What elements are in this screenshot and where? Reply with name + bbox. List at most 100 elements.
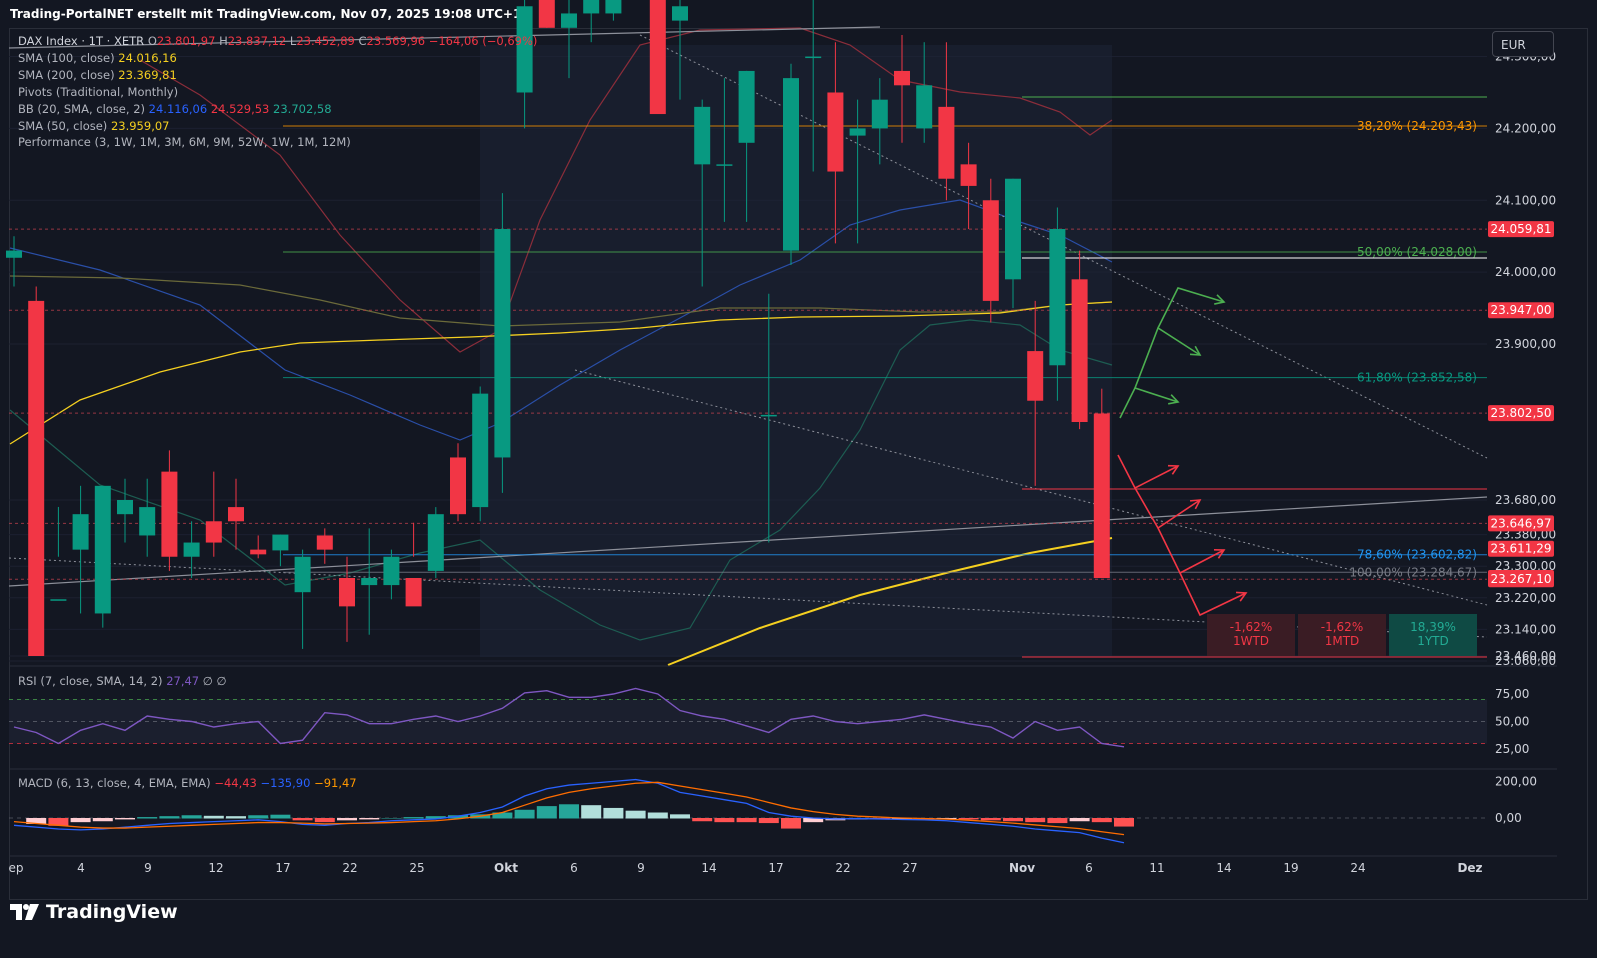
- candle-body: [516, 6, 533, 93]
- candle-body: [960, 164, 977, 186]
- sma100-line: [9, 301, 1113, 445]
- legend-pivots[interactable]: Pivots (Traditional, Monthly): [18, 84, 179, 99]
- candle: [1027, 300, 1044, 486]
- candle-body: [72, 514, 89, 550]
- candle-body: [605, 0, 622, 14]
- candle-body: [672, 6, 688, 21]
- macd-histogram-bar: [625, 810, 646, 819]
- candle-body: [649, 0, 666, 115]
- candle: [871, 78, 888, 165]
- candle: [494, 193, 511, 493]
- rsi-axis-tick: 50,00: [1495, 715, 1529, 729]
- tradingview-logo[interactable]: TradingView: [10, 900, 178, 924]
- candle-body: [427, 514, 444, 571]
- candle: [205, 471, 222, 557]
- bull-arrow-2: [1134, 326, 1201, 389]
- bull-arrow-1-head: [1168, 394, 1180, 405]
- candle: [72, 485, 89, 614]
- macd-histogram-bar: [647, 812, 668, 819]
- fib-level-label: 50,00% (24.028,00): [1357, 245, 1477, 259]
- candle: [649, 0, 666, 115]
- macd-histogram-bar: [270, 814, 291, 819]
- legend-sma100[interactable]: SMA (100, close) 24.016,16: [18, 50, 177, 65]
- legend-sma200[interactable]: SMA (200, close) 23.369,81: [18, 67, 177, 82]
- macd-histogram-bar: [559, 804, 579, 819]
- candle-body: [472, 393, 489, 508]
- rsi-legend[interactable]: RSI (7, close, SMA, 14, 2) 27,47 ∅ ∅: [18, 674, 227, 688]
- candle: [139, 478, 156, 557]
- price-badge: [1488, 302, 1554, 319]
- time-axis-tick: Nov: [1009, 861, 1035, 875]
- candle-body: [738, 70, 755, 143]
- fib-level-label: 38,20% (24.203,43): [1357, 119, 1477, 133]
- legend-sma50[interactable]: SMA (50, close) 23.959,07: [18, 118, 170, 133]
- symbol-name[interactable]: DAX Index · 1T · XETR: [18, 34, 145, 48]
- candle: [405, 522, 422, 607]
- bull-arrow-3-head: [1214, 294, 1226, 305]
- macd-histogram-bar: [1069, 818, 1090, 822]
- ohlc-low: 23.452,89: [296, 34, 355, 48]
- price-badge-label: 23.947,00: [1490, 303, 1551, 317]
- symbol-legend-line[interactable]: DAX Index · 1T · XETR O23.801,97 H23.837…: [18, 34, 538, 48]
- rsi-axis-tick: 25,00: [1495, 742, 1529, 756]
- performance-box: [1298, 614, 1386, 656]
- candle: [294, 549, 311, 649]
- candle: [538, 0, 555, 28]
- candle-body: [250, 549, 267, 555]
- performance-value: 18,39%: [1410, 620, 1456, 634]
- legend-performance[interactable]: Performance (3, 1W, 1M, 3M, 6M, 9M, 52W,…: [18, 135, 351, 150]
- time-axis-tick: 17: [768, 861, 783, 875]
- price-axis-tick: 23.900,00: [1495, 337, 1556, 351]
- candle: [805, 0, 822, 172]
- macd-histogram-bar: [1025, 818, 1046, 823]
- candle: [583, 0, 600, 43]
- candle-body: [1005, 178, 1021, 280]
- time-axis-tick: 24: [1350, 861, 1365, 875]
- candle-body: [272, 534, 289, 551]
- price-axis-tick: 23.060,00: [1495, 654, 1556, 668]
- candle-body: [316, 535, 333, 550]
- candle: [117, 478, 133, 543]
- candle: [827, 42, 844, 244]
- macd-histogram-bar: [1114, 818, 1134, 827]
- candle: [1093, 388, 1110, 579]
- macd-histogram-bar: [758, 818, 779, 824]
- time-axis-tick: 11: [1149, 861, 1164, 875]
- time-axis-tick: 6: [570, 861, 578, 875]
- macd-histogram-bar: [714, 818, 735, 823]
- macd-value: −135,90: [260, 776, 311, 790]
- time-axis-tick: 14: [1216, 861, 1231, 875]
- ohlc-change: −164,06 (−0,69%): [428, 34, 538, 48]
- rsi-axis-tick: 75,00: [1495, 687, 1529, 701]
- currency-button[interactable]: EUR: [1492, 31, 1554, 57]
- macd-histogram-bar: [1003, 818, 1023, 822]
- performance-value: -1,62%: [1230, 620, 1272, 634]
- time-axis-tick: 14: [701, 861, 716, 875]
- macd-histogram-bar: [70, 818, 91, 823]
- candle: [561, 0, 577, 79]
- time-axis-tick: 6: [1085, 861, 1093, 875]
- macd-histogram-bar: [137, 817, 158, 819]
- performance-period: 1YTD: [1417, 634, 1449, 648]
- candle-body: [538, 0, 555, 28]
- fib-level-label: 78,60% (23.602,82): [1357, 548, 1477, 562]
- candle: [849, 99, 866, 244]
- price-axis-tick: 24.000,00: [1495, 265, 1556, 279]
- macd-histogram-bar: [92, 818, 113, 822]
- candle-body: [183, 542, 200, 557]
- time-axis-tick: 9: [637, 861, 645, 875]
- macd-legend[interactable]: MACD (6, 13, close, 4, EMA, EMA) −44,43 …: [18, 776, 357, 790]
- price-badge: [1488, 221, 1554, 238]
- bull-arrow-2-head: [1189, 345, 1202, 356]
- bb-upper-line: [139, 27, 1113, 353]
- candle: [472, 386, 489, 522]
- candle-body: [6, 250, 22, 258]
- price-badge-label: 23.267,10: [1490, 572, 1551, 586]
- candle-body: [450, 457, 466, 515]
- legend-bb[interactable]: BB (20, SMA, close, 2) 24.116,06 24.529,…: [18, 101, 332, 116]
- rsi-line: [13, 687, 1125, 748]
- candle: [316, 528, 333, 564]
- candle-body: [916, 85, 933, 129]
